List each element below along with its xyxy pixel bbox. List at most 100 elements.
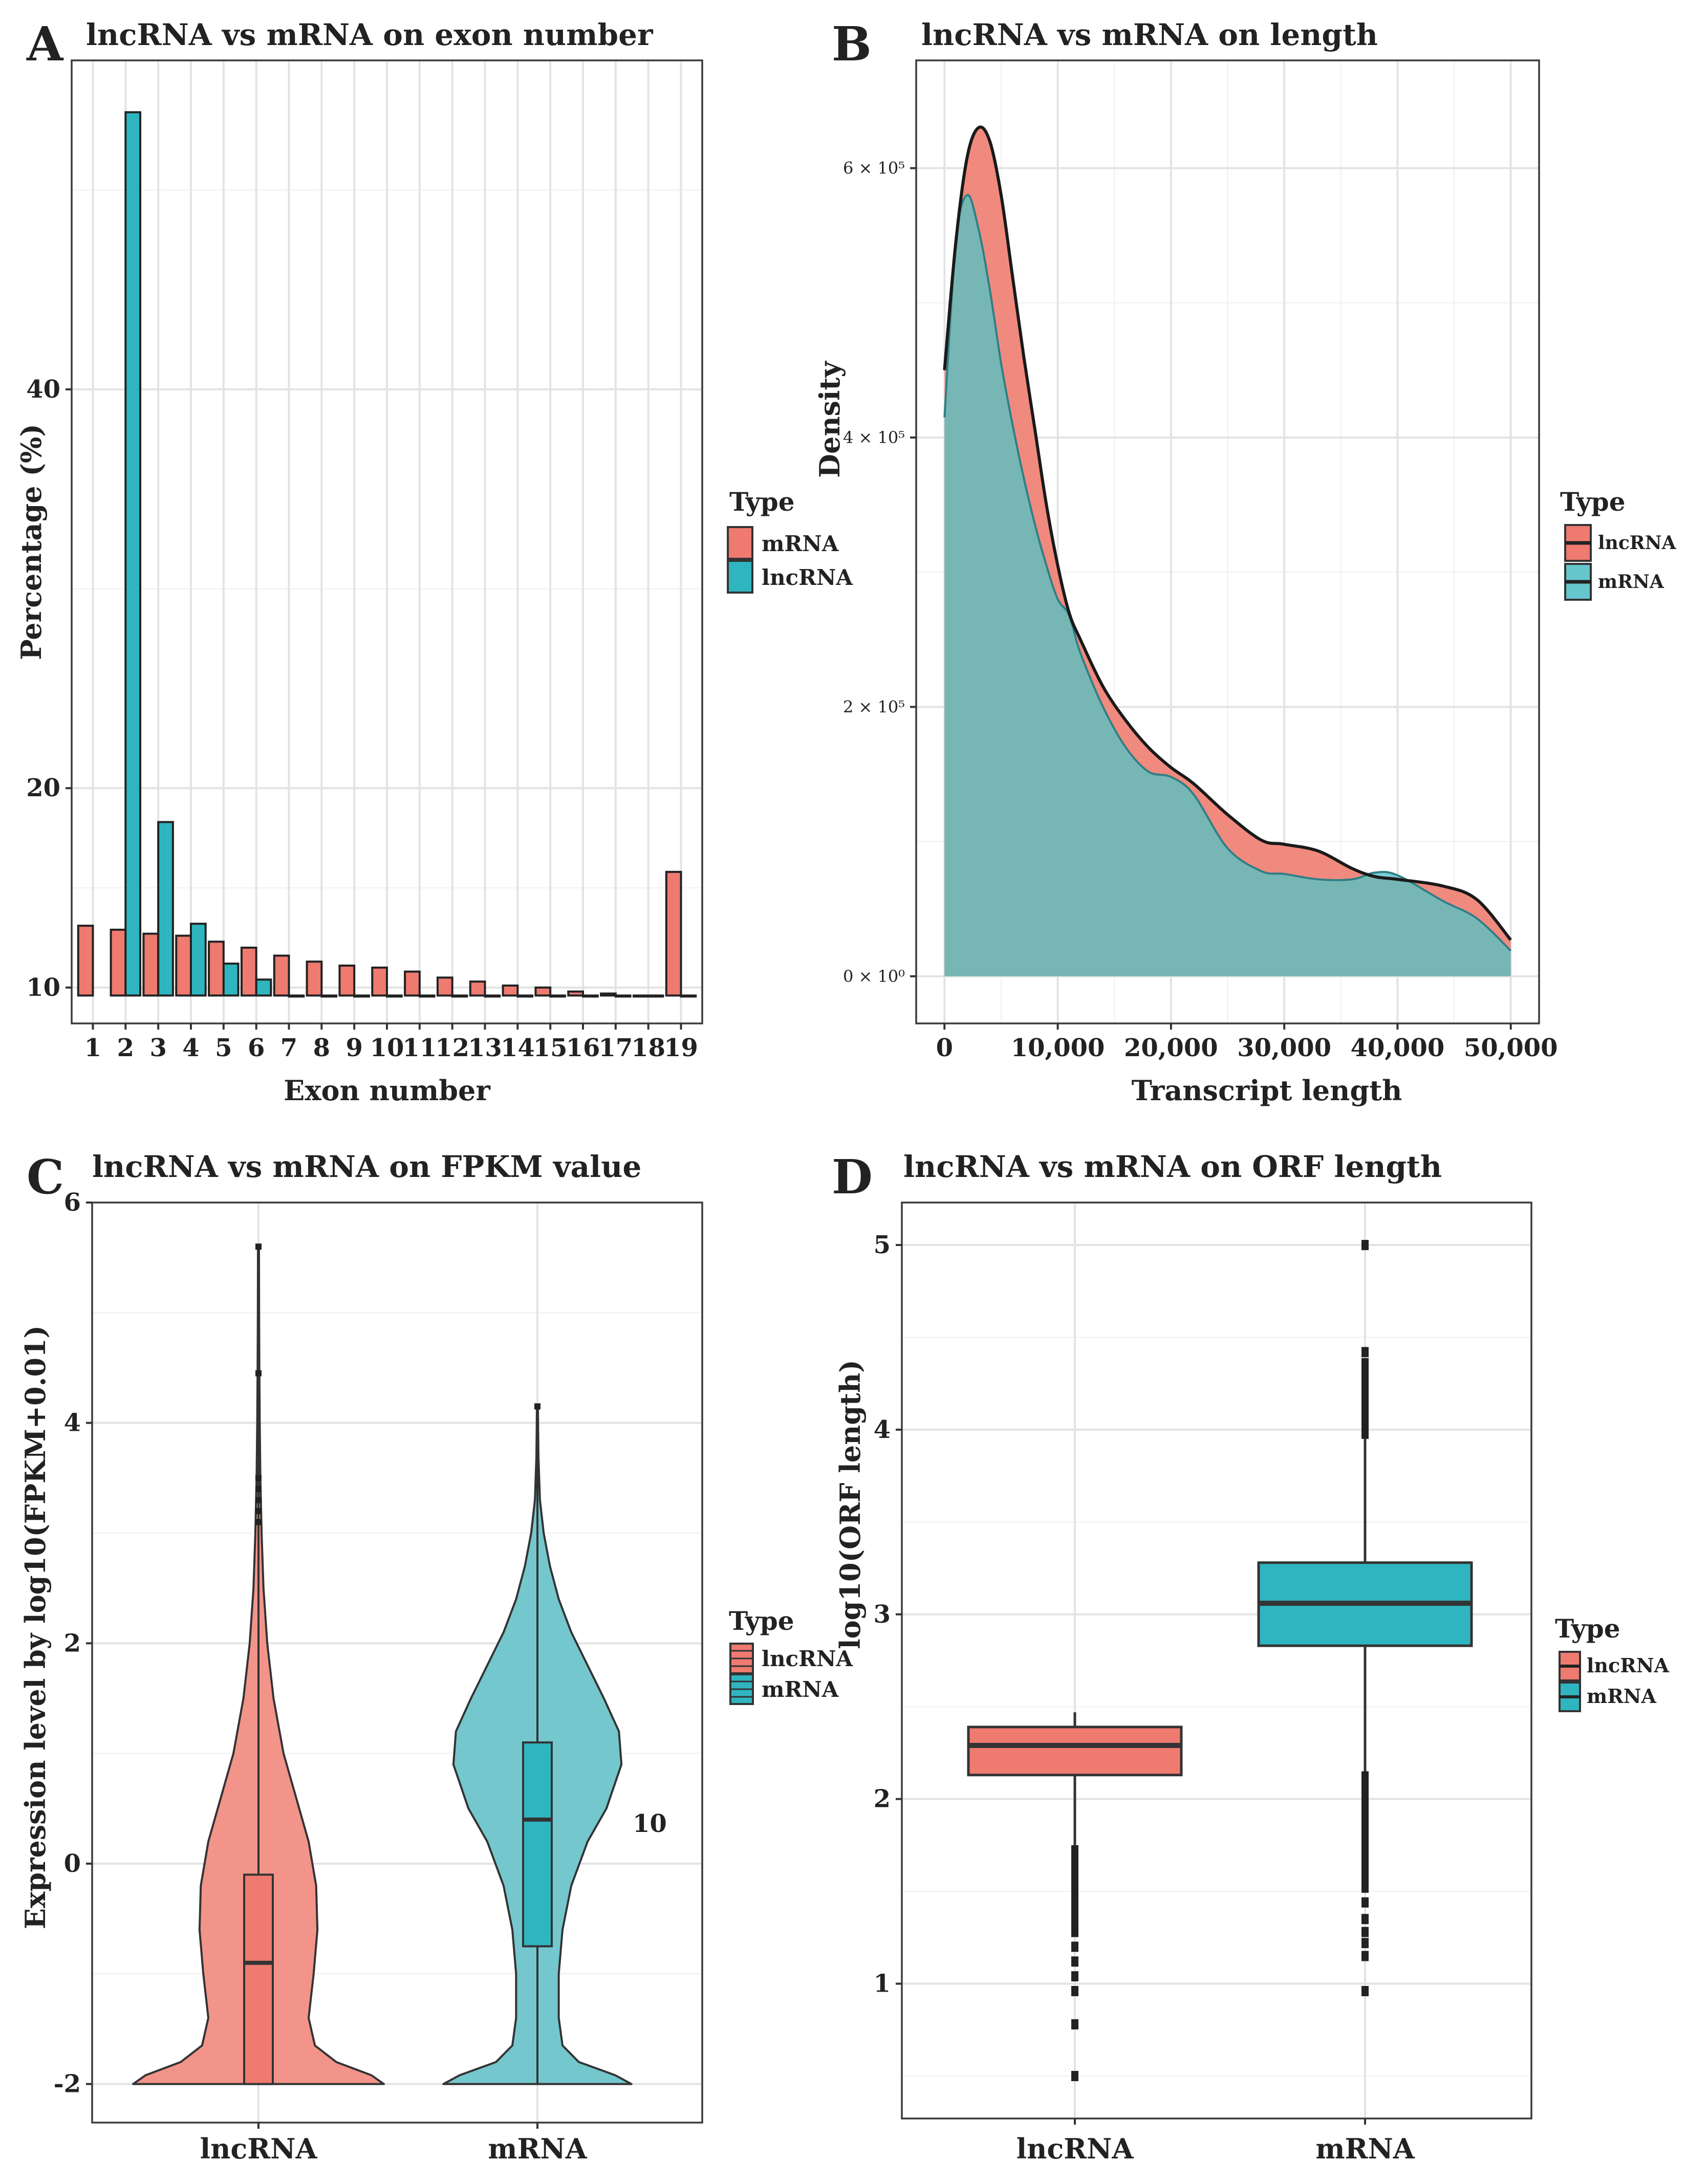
outlier-point — [1071, 1971, 1078, 1982]
outlier-point — [255, 1508, 262, 1514]
panel-d-y-ticks: 1 2 3 4 5 — [874, 1231, 902, 1998]
panel-d-boxes — [967, 1240, 1473, 2081]
panel-c-y-axis-label: Expression level by log10(FPKM+0.01) — [19, 1325, 52, 1929]
x-tick-label: 9 — [345, 1034, 362, 1062]
bar-mrna-11 — [404, 970, 421, 997]
bar-lncrna-3 — [157, 821, 174, 997]
bar-mrna-2 — [110, 928, 127, 997]
x-tick-label: 14 — [501, 1034, 535, 1062]
panel-a-legend-key-lncrna — [727, 560, 753, 594]
x-tick-label: 15 — [533, 1034, 568, 1062]
y-tick-label: 20 — [26, 774, 60, 802]
bar-mrna-1 — [77, 925, 94, 997]
outlier-point — [1361, 1897, 1369, 1908]
panel-a-legend: Type mRNA lncRNA — [727, 487, 853, 594]
y-tick-label: 4 — [874, 1415, 891, 1444]
panel-a-bars — [77, 111, 697, 998]
bar-mrna-17 — [600, 992, 617, 997]
panel-c-y-ticks: -2 0 2 4 6 — [54, 1188, 92, 2099]
x-tick-label: 5 — [215, 1034, 232, 1062]
bar-lncrna-17 — [614, 994, 632, 998]
outlier-point — [255, 1475, 262, 1481]
bar-lncrna-13 — [484, 994, 501, 998]
bar-mrna-13 — [469, 980, 486, 997]
bar-mrna-18 — [632, 994, 650, 998]
outlier-point — [255, 1497, 262, 1503]
panel-b-legend-title: Type — [1560, 487, 1626, 517]
panel-a-letter: A — [26, 16, 64, 72]
panel-b-letter: B — [832, 16, 872, 72]
panel-d-letter: D — [832, 1149, 873, 1205]
x-tick-label: 10 — [370, 1034, 404, 1062]
y-tick-label: 3 — [874, 1600, 891, 1629]
x-tick-label: 30,000 — [1237, 1034, 1331, 1062]
panel-d-gridlines — [902, 1203, 1531, 2119]
bar-lncrna-8 — [320, 994, 338, 998]
x-tick-label: 40,000 — [1351, 1034, 1445, 1062]
outlier-point — [255, 1486, 262, 1492]
panel-c-x-ticks: lncRNA mRNA — [200, 2123, 588, 2165]
bar-lncrna-10 — [386, 994, 403, 998]
bar-mrna-12 — [436, 976, 453, 997]
bar-lncrna-16 — [582, 994, 599, 998]
x-tick-label: 17 — [598, 1034, 633, 1062]
bar-mrna-16 — [567, 990, 585, 997]
panel-c-legend-title: Type — [729, 1606, 794, 1636]
bar-lncrna-19 — [680, 994, 697, 998]
panel-a-title: lncRNA vs mRNA on exon number — [86, 17, 654, 52]
panel-c-legend-label-lncrna: lncRNA — [762, 1646, 853, 1671]
outlier-point — [1361, 1914, 1369, 1925]
bar-lncrna-2 — [124, 111, 142, 997]
panel-b-density-areas — [943, 125, 1512, 976]
bar-lncrna-5 — [222, 963, 240, 997]
density-area-overlap — [944, 195, 1511, 976]
x-tick-label: mRNA — [488, 2132, 587, 2165]
bar-lncrna-11 — [418, 994, 436, 998]
panel-d-legend-label-mrna: mRNA — [1587, 1685, 1657, 1708]
bar-mrna-14 — [502, 984, 519, 997]
bar-lncrna-9 — [353, 994, 370, 998]
outlier-point — [1071, 1985, 1078, 1996]
panel-c-gridlines — [92, 1203, 702, 2123]
outlier-point — [255, 1519, 262, 1525]
bar-mrna-5 — [208, 941, 225, 997]
outlier-point — [1071, 1956, 1078, 1967]
y-tick-label: 0 × 10⁰ — [843, 967, 905, 986]
panel-b-y-axis-label: Density — [813, 361, 846, 478]
outlier-point — [1361, 1240, 1369, 1251]
outlier-point — [1071, 1927, 1078, 1937]
panel-a-y-axis-label: Percentage (%) — [15, 424, 48, 660]
outlier-point — [534, 1403, 540, 1410]
y-tick-label: 40 — [26, 375, 60, 404]
x-tick-label: 12 — [435, 1034, 469, 1062]
panel-a-legend-label-mrna: mRNA — [762, 531, 839, 556]
panel-c-annotation: 10 — [633, 1809, 667, 1838]
panel-d-title: lncRNA vs mRNA on ORF length — [903, 1149, 1442, 1184]
x-tick-label: 11 — [402, 1034, 437, 1062]
panel-b-plot-frame — [915, 59, 1540, 1024]
y-tick-label: 2 — [64, 1629, 81, 1657]
x-tick-label: lncRNA — [200, 2132, 318, 2165]
panel-a-y-ticks: 10 20 40 — [26, 375, 72, 1002]
y-tick-label: 6 — [64, 1188, 81, 1217]
x-tick-label: 1 — [84, 1034, 101, 1062]
bar-lncrna-18 — [647, 994, 664, 998]
x-tick-label: 19 — [664, 1034, 698, 1062]
bar-lncrna-6 — [255, 978, 272, 997]
x-tick-label: lncRNA — [1016, 2132, 1134, 2165]
panel-c-legend-label-mrna: mRNA — [762, 1677, 839, 1702]
outlier-point — [1071, 2019, 1078, 2029]
panel-a-legend-label-lncrna: lncRNA — [762, 565, 853, 590]
panel-d-plot-frame — [901, 1202, 1532, 2120]
panel-d-legend-title: Type — [1555, 1613, 1620, 1644]
bar-mrna-15 — [534, 986, 552, 997]
panel-a: A lncRNA vs mRNA on exon number 10 20 40 1… — [15, 16, 853, 1107]
bar-mrna-3 — [142, 932, 160, 997]
panel-c-legend: Type lncRNA mRNA — [729, 1606, 853, 1705]
outlier-point — [1361, 1951, 1369, 1961]
x-tick-label: 20,000 — [1124, 1034, 1218, 1062]
x-tick-label: 18 — [631, 1034, 665, 1062]
panel-d-legend: Type lncRNA mRNA — [1555, 1613, 1670, 1712]
